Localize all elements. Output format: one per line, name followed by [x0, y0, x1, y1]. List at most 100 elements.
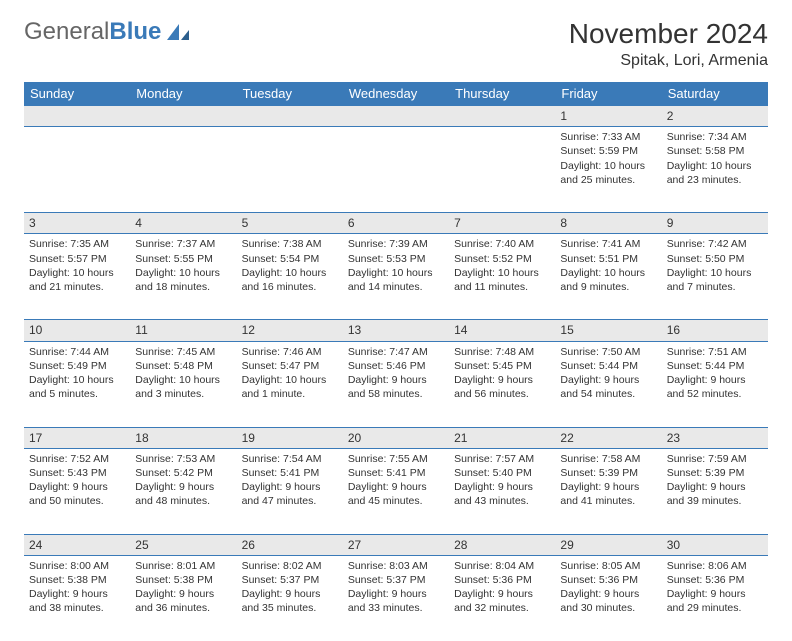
daylight-text-2: and 54 minutes.: [560, 387, 656, 401]
daylight-text: Daylight: 9 hours: [242, 480, 338, 494]
daylight-text-2: and 3 minutes.: [135, 387, 231, 401]
sunset-text: Sunset: 5:49 PM: [29, 359, 125, 373]
day-cell: Sunrise: 8:03 AMSunset: 5:37 PMDaylight:…: [343, 555, 449, 641]
weekday-header: Thursday: [449, 82, 555, 106]
sunset-text: Sunset: 5:44 PM: [560, 359, 656, 373]
sunrise-text: Sunrise: 7:34 AM: [667, 130, 763, 144]
daylight-text: Daylight: 10 hours: [667, 266, 763, 280]
day-cell: Sunrise: 7:57 AMSunset: 5:40 PMDaylight:…: [449, 448, 555, 534]
day-number: [130, 106, 236, 127]
day-cell: Sunrise: 7:34 AMSunset: 5:58 PMDaylight:…: [662, 127, 768, 213]
daylight-text: Daylight: 10 hours: [29, 266, 125, 280]
sunset-text: Sunset: 5:48 PM: [135, 359, 231, 373]
day-number: [237, 106, 343, 127]
daylight-text-2: and 35 minutes.: [242, 601, 338, 615]
day-number: 19: [237, 427, 343, 448]
sunset-text: Sunset: 5:45 PM: [454, 359, 550, 373]
sunrise-text: Sunrise: 8:00 AM: [29, 559, 125, 573]
day-cell: Sunrise: 7:47 AMSunset: 5:46 PMDaylight:…: [343, 341, 449, 427]
sunrise-text: Sunrise: 8:01 AM: [135, 559, 231, 573]
daylight-text-2: and 48 minutes.: [135, 494, 231, 508]
daylight-text: Daylight: 9 hours: [454, 480, 550, 494]
sunrise-text: Sunrise: 7:50 AM: [560, 345, 656, 359]
weekday-header: Saturday: [662, 82, 768, 106]
sunrise-text: Sunrise: 7:37 AM: [135, 237, 231, 251]
day-cell: Sunrise: 7:41 AMSunset: 5:51 PMDaylight:…: [555, 234, 661, 320]
daylight-text-2: and 30 minutes.: [560, 601, 656, 615]
daylight-text-2: and 33 minutes.: [348, 601, 444, 615]
day-number: [24, 106, 130, 127]
week-row: Sunrise: 7:35 AMSunset: 5:57 PMDaylight:…: [24, 234, 768, 320]
sunrise-text: Sunrise: 8:03 AM: [348, 559, 444, 573]
sunset-text: Sunset: 5:41 PM: [348, 466, 444, 480]
daylight-text: Daylight: 10 hours: [29, 373, 125, 387]
day-cell: Sunrise: 7:50 AMSunset: 5:44 PMDaylight:…: [555, 341, 661, 427]
day-cell: [237, 127, 343, 213]
day-cell: Sunrise: 7:55 AMSunset: 5:41 PMDaylight:…: [343, 448, 449, 534]
calendar-table: Sunday Monday Tuesday Wednesday Thursday…: [24, 82, 768, 641]
sunrise-text: Sunrise: 7:52 AM: [29, 452, 125, 466]
sunrise-text: Sunrise: 7:35 AM: [29, 237, 125, 251]
day-number-row: 10111213141516: [24, 320, 768, 341]
sunset-text: Sunset: 5:55 PM: [135, 252, 231, 266]
week-row: Sunrise: 8:00 AMSunset: 5:38 PMDaylight:…: [24, 555, 768, 641]
daylight-text: Daylight: 9 hours: [667, 480, 763, 494]
daylight-text-2: and 29 minutes.: [667, 601, 763, 615]
daylight-text-2: and 56 minutes.: [454, 387, 550, 401]
day-cell: Sunrise: 7:37 AMSunset: 5:55 PMDaylight:…: [130, 234, 236, 320]
daylight-text: Daylight: 10 hours: [242, 266, 338, 280]
daylight-text: Daylight: 9 hours: [454, 373, 550, 387]
sunrise-text: Sunrise: 7:46 AM: [242, 345, 338, 359]
daylight-text-2: and 38 minutes.: [29, 601, 125, 615]
day-cell: Sunrise: 8:04 AMSunset: 5:36 PMDaylight:…: [449, 555, 555, 641]
day-cell: Sunrise: 8:01 AMSunset: 5:38 PMDaylight:…: [130, 555, 236, 641]
logo-sail-icon: [165, 22, 191, 42]
sunrise-text: Sunrise: 7:33 AM: [560, 130, 656, 144]
day-number: 30: [662, 534, 768, 555]
day-number: 26: [237, 534, 343, 555]
sunset-text: Sunset: 5:52 PM: [454, 252, 550, 266]
sunrise-text: Sunrise: 7:53 AM: [135, 452, 231, 466]
logo-text-blue: Blue: [109, 18, 161, 46]
daylight-text: Daylight: 9 hours: [560, 480, 656, 494]
daylight-text-2: and 25 minutes.: [560, 173, 656, 187]
weekday-header-row: Sunday Monday Tuesday Wednesday Thursday…: [24, 82, 768, 106]
day-cell: Sunrise: 7:51 AMSunset: 5:44 PMDaylight:…: [662, 341, 768, 427]
day-number: 3: [24, 213, 130, 234]
day-number: 4: [130, 213, 236, 234]
weekday-header: Friday: [555, 82, 661, 106]
sunrise-text: Sunrise: 7:59 AM: [667, 452, 763, 466]
day-number-row: 24252627282930: [24, 534, 768, 555]
daylight-text-2: and 36 minutes.: [135, 601, 231, 615]
day-number: 8: [555, 213, 661, 234]
location: Spitak, Lori, Armenia: [569, 52, 768, 70]
sunset-text: Sunset: 5:41 PM: [242, 466, 338, 480]
sunrise-text: Sunrise: 7:51 AM: [667, 345, 763, 359]
day-number: 17: [24, 427, 130, 448]
day-number: 24: [24, 534, 130, 555]
sunset-text: Sunset: 5:58 PM: [667, 144, 763, 158]
daylight-text-2: and 43 minutes.: [454, 494, 550, 508]
day-cell: Sunrise: 8:05 AMSunset: 5:36 PMDaylight:…: [555, 555, 661, 641]
daylight-text-2: and 16 minutes.: [242, 280, 338, 294]
sunset-text: Sunset: 5:57 PM: [29, 252, 125, 266]
daylight-text: Daylight: 10 hours: [348, 266, 444, 280]
weekday-header: Sunday: [24, 82, 130, 106]
weekday-header: Tuesday: [237, 82, 343, 106]
day-number: [343, 106, 449, 127]
sunrise-text: Sunrise: 7:42 AM: [667, 237, 763, 251]
sunrise-text: Sunrise: 7:40 AM: [454, 237, 550, 251]
day-number: 20: [343, 427, 449, 448]
day-cell: Sunrise: 7:48 AMSunset: 5:45 PMDaylight:…: [449, 341, 555, 427]
daylight-text-2: and 41 minutes.: [560, 494, 656, 508]
sunrise-text: Sunrise: 7:57 AM: [454, 452, 550, 466]
day-number: 29: [555, 534, 661, 555]
sunrise-text: Sunrise: 7:44 AM: [29, 345, 125, 359]
sunset-text: Sunset: 5:36 PM: [560, 573, 656, 587]
sunset-text: Sunset: 5:51 PM: [560, 252, 656, 266]
daylight-text: Daylight: 9 hours: [667, 373, 763, 387]
sunrise-text: Sunrise: 7:39 AM: [348, 237, 444, 251]
sunrise-text: Sunrise: 8:04 AM: [454, 559, 550, 573]
day-number: 2: [662, 106, 768, 127]
daylight-text-2: and 47 minutes.: [242, 494, 338, 508]
